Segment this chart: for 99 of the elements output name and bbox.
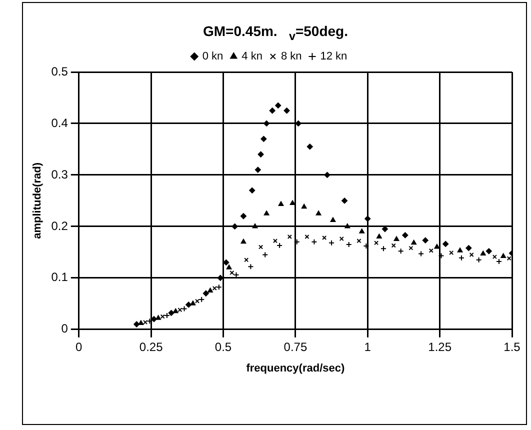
point [248, 264, 254, 270]
point [269, 108, 276, 114]
point [476, 256, 482, 263]
point [252, 223, 258, 228]
x-tick-label: 0.5 [214, 340, 232, 354]
point [344, 223, 350, 228]
point [143, 320, 148, 324]
point [294, 238, 300, 245]
point [449, 250, 454, 255]
point [186, 302, 192, 308]
x-axis-title: frequency(rad/sec) [246, 362, 345, 374]
point [202, 290, 209, 296]
point [328, 240, 335, 246]
y-tick-label: 0 [61, 322, 68, 336]
legend-label: 8 kn [280, 50, 302, 63]
x-tick-label: 1.5 [504, 340, 521, 354]
point [164, 312, 170, 318]
point [240, 238, 246, 244]
point [306, 144, 313, 150]
point [457, 248, 463, 252]
x-tick-label: 0 [76, 340, 83, 354]
point [284, 108, 290, 114]
point [359, 228, 365, 234]
point [172, 308, 178, 314]
x-tick-label: 1 [364, 340, 372, 354]
point [374, 240, 379, 246]
point [480, 250, 486, 256]
point [330, 217, 336, 222]
point [322, 236, 327, 240]
legend-label: 4 kn [242, 50, 262, 63]
point [232, 223, 238, 230]
point [376, 234, 382, 238]
point [195, 298, 200, 304]
point [275, 102, 282, 108]
point [411, 240, 416, 245]
point [272, 238, 278, 244]
point [458, 254, 464, 261]
point [216, 284, 222, 290]
y-tick-label: 0.5 [51, 64, 68, 78]
point [168, 310, 174, 316]
point [391, 243, 396, 248]
point [264, 120, 270, 126]
point [160, 314, 165, 319]
point [138, 320, 144, 325]
chart-title: GM=0.45m. $_{v}$=50deg. [202, 23, 349, 43]
y-axis-title: amplitude(rad) [32, 162, 44, 239]
point [500, 253, 506, 258]
legend-label: 0 kn [202, 50, 224, 63]
point [146, 318, 153, 324]
point [230, 270, 234, 276]
point [178, 308, 182, 312]
point [486, 248, 492, 254]
point [408, 246, 414, 250]
point [394, 236, 400, 242]
point [492, 254, 497, 260]
point [428, 248, 434, 253]
point [324, 172, 330, 178]
point [262, 252, 268, 258]
point [264, 210, 270, 216]
point [260, 136, 267, 142]
point [181, 306, 188, 312]
point [442, 240, 449, 247]
point [316, 210, 322, 216]
x-tick-label: 1.25 [428, 340, 452, 354]
point [212, 286, 217, 290]
point [356, 238, 362, 244]
point [208, 288, 213, 293]
point [287, 234, 292, 240]
point [278, 201, 284, 206]
x-tick-label: 0.25 [139, 340, 164, 354]
point [249, 187, 256, 194]
point [418, 250, 424, 257]
point [311, 238, 318, 245]
point [304, 234, 310, 240]
point [398, 248, 404, 254]
point [301, 204, 307, 209]
y-tick-label: 0.4 [51, 116, 68, 130]
point [438, 252, 444, 259]
point [258, 244, 264, 250]
y-tick-label: 0.2 [51, 218, 68, 233]
point [466, 245, 472, 252]
point [190, 300, 196, 306]
point [244, 258, 249, 262]
y-tick-label: 0.1 [51, 270, 68, 284]
point [156, 315, 161, 320]
point [469, 252, 474, 258]
point [254, 166, 261, 173]
point [506, 256, 512, 261]
point [364, 216, 371, 222]
point [258, 151, 264, 158]
y-tick-label: 0.3 [51, 167, 68, 182]
point [342, 198, 348, 204]
point [422, 237, 428, 244]
x-tick-label: 0.75 [284, 340, 308, 354]
point [240, 213, 246, 220]
point [402, 232, 408, 238]
legend-label: 12 kn [320, 50, 348, 63]
point [339, 236, 344, 242]
point [226, 264, 232, 270]
